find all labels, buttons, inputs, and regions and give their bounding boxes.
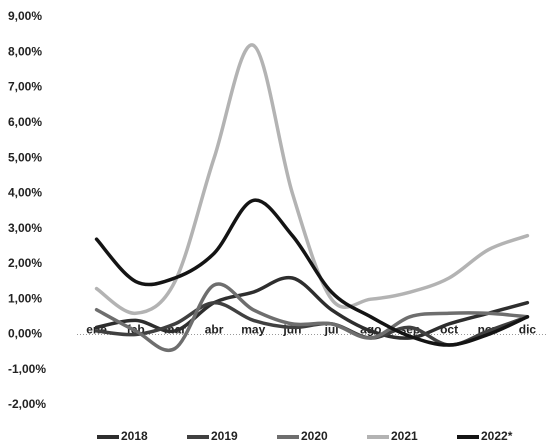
series-line (94, 282, 530, 353)
legend-label: 2019 (211, 429, 238, 443)
series-line (94, 198, 530, 347)
y-tick-label: 7,00% (8, 80, 42, 94)
legend-label: 2018 (121, 429, 148, 443)
y-tick-label: -2,00% (8, 397, 46, 411)
y-tick-label: 2,00% (8, 256, 42, 270)
legend-label: 2020 (301, 429, 328, 443)
y-tick-label: 4,00% (8, 186, 42, 200)
legend-label: 2021 (391, 429, 418, 443)
x-tick-label: abr (205, 323, 224, 337)
series-line (94, 43, 530, 316)
x-tick-label: may (241, 323, 265, 337)
y-tick-label: 0,00% (8, 327, 42, 341)
y-tick-label: -1,00% (8, 362, 46, 376)
x-tick-label: dic (519, 323, 537, 337)
y-tick-label: 6,00% (8, 115, 42, 129)
y-tick-label: 8,00% (8, 44, 42, 58)
series-line (94, 275, 530, 340)
y-tick-label: 3,00% (8, 221, 42, 235)
legend-label: 2022* (481, 429, 513, 443)
y-tick-label: 5,00% (8, 150, 42, 164)
y-tick-label: 9,00% (8, 9, 42, 23)
y-tick-label: 1,00% (8, 291, 42, 305)
